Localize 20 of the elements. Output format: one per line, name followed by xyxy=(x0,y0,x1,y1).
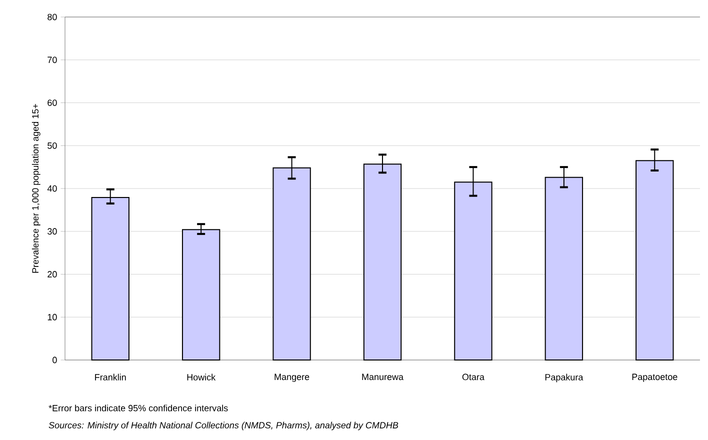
y-tick-label: 60 xyxy=(48,100,57,106)
x-tick-label: Papakura xyxy=(545,374,584,382)
x-tick-label: Manurewa xyxy=(362,374,404,380)
y-tick-label: 50 xyxy=(48,142,57,149)
y-tick-label: 40 xyxy=(47,185,57,192)
x-tick-label: Franklin xyxy=(95,374,126,380)
y-tick-label: 80 xyxy=(48,14,57,20)
x-tick-label: Otara xyxy=(462,374,484,380)
x-tick-label: Papatoetoe xyxy=(632,374,678,382)
bar xyxy=(182,229,220,360)
y-tick-label: 0 xyxy=(52,356,57,364)
y-tick-label: 20 xyxy=(48,271,57,278)
x-tick-label: Mangere xyxy=(274,374,310,382)
y-tick-label: 70 xyxy=(48,56,57,64)
x-tick-label: Howick xyxy=(187,374,216,380)
source-note: Sources: Ministry of Health National Collections (NMDS, Pharms), analysed by CMDHB xyxy=(48,422,398,430)
text: *Error bars indicate 95% confidence intervals xyxy=(48,404,228,412)
y-tick-label: 10 xyxy=(48,314,57,320)
y-tick-label: 30 xyxy=(48,228,57,235)
y-axis-title: Prevalence per 1,000 population aged 15+ xyxy=(32,104,40,273)
